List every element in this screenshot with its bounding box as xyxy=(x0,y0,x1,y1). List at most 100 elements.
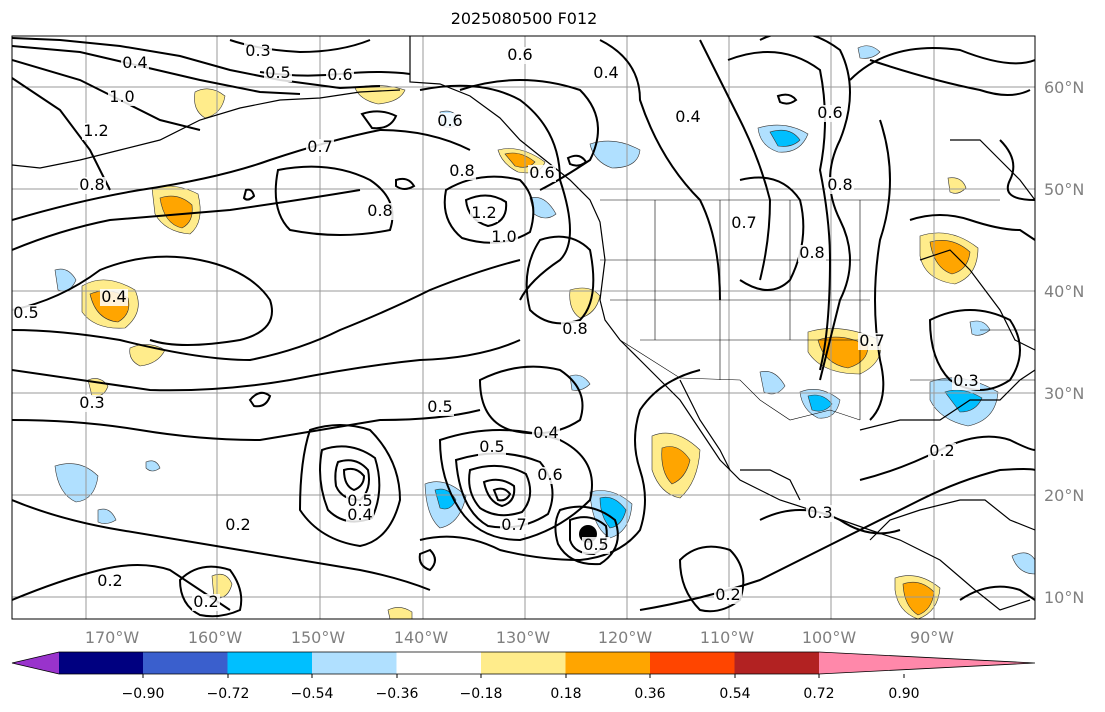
contour-label-background xyxy=(436,113,464,130)
contour-label-background xyxy=(448,163,476,180)
contour-value-label: 0.2 xyxy=(225,515,250,534)
lat-label-50: 50°N xyxy=(1044,180,1084,199)
contour-label-background xyxy=(816,105,844,122)
colorbar-segment xyxy=(227,652,313,674)
contour-label-background xyxy=(714,587,742,604)
contour-label-background xyxy=(326,67,354,84)
colorbar-extend-min xyxy=(12,652,59,674)
contour-value-label: 0.4 xyxy=(122,53,147,72)
contour-label-background xyxy=(536,467,564,484)
contour-value-label: 0.8 xyxy=(827,175,852,194)
contour-value-label: 0.6 xyxy=(437,111,462,130)
contour-value-label: 0.5 xyxy=(265,63,290,82)
contour-label-background xyxy=(82,123,110,140)
longitude-labels: 170°W 160°W 150°W 140°W 130°W 120°W 110°… xyxy=(85,628,954,647)
contour-label-background xyxy=(78,395,106,412)
contour-value-label: 0.6 xyxy=(507,45,532,64)
contour-label-background xyxy=(490,229,518,246)
colorbar-outline xyxy=(11,651,1036,675)
contour-value-label: 1.0 xyxy=(109,87,134,106)
contour-label-background xyxy=(264,65,292,82)
colorbar-segment xyxy=(734,652,820,674)
contour-value-label: 0.5 xyxy=(479,437,504,456)
contour-label-background xyxy=(952,373,980,390)
contour-label-background xyxy=(192,594,220,611)
colorbar-tick-label: −0.90 xyxy=(122,686,165,702)
contour-label-background xyxy=(366,203,394,220)
contour-value-label: 0.7 xyxy=(731,213,756,232)
contour-label-background xyxy=(798,245,826,262)
lon-label-110w: 110°W xyxy=(700,628,755,647)
colorbar-segment xyxy=(565,652,651,674)
contour-value-label: 0.8 xyxy=(449,161,474,180)
contour-value-label: 1.2 xyxy=(471,203,496,222)
colorbar-tick-label: −0.36 xyxy=(376,686,419,702)
contour-value-label: 0.6 xyxy=(529,163,554,182)
contour-value-label: 0.4 xyxy=(593,63,618,82)
contour-value-label: 0.4 xyxy=(533,423,558,442)
contour-label-background xyxy=(582,537,610,554)
contour-value-label: 1.0 xyxy=(491,227,516,246)
contour-value-label: 1.2 xyxy=(83,121,108,140)
contour-label-background xyxy=(224,517,252,534)
contour-label-background xyxy=(426,399,454,416)
contour-label-background xyxy=(928,443,956,460)
colorbar-segment xyxy=(143,652,228,674)
contour-value-label: 0.8 xyxy=(367,201,392,220)
contour-value-label: 0.6 xyxy=(327,65,352,84)
colorbar-segment xyxy=(312,652,397,674)
contour-label-background xyxy=(806,505,834,522)
contour-label-background xyxy=(78,177,106,194)
contour-label-background xyxy=(532,425,560,442)
colorbar-tick-label: −0.72 xyxy=(207,686,250,702)
contour-label-background xyxy=(528,165,556,182)
contour-value-label: 0.5 xyxy=(583,535,608,554)
contour-value-label: 0.3 xyxy=(79,393,104,412)
lon-label-90w: 90°W xyxy=(910,628,954,647)
contour-value-label: 0.4 xyxy=(675,107,700,126)
contour-label-background xyxy=(108,89,136,106)
contour-label-background xyxy=(674,109,702,126)
contour-value-label: 0.6 xyxy=(817,103,842,122)
contour-value-label: 0.7 xyxy=(859,331,884,350)
contour-value-label: 0.5 xyxy=(427,397,452,416)
contour-label-background xyxy=(858,333,886,350)
lat-label-10: 10°N xyxy=(1044,588,1084,607)
contour-value-label: 0.8 xyxy=(79,175,104,194)
contour-label-background xyxy=(826,177,854,194)
contour-value-label: 0.3 xyxy=(245,41,270,60)
contour-label-background xyxy=(96,573,124,590)
contour-value-label: 0.2 xyxy=(193,592,218,611)
contour-label-background xyxy=(561,321,589,338)
contour-value-label: 0.3 xyxy=(953,371,978,390)
contour-value-label: 0.4 xyxy=(101,287,126,306)
colorbar-tick-labels: −0.90 −0.72 −0.54 −0.36 −0.18 0.18 0.36 … xyxy=(122,686,920,702)
contour-value-label: 0.6 xyxy=(537,465,562,484)
colorbar-segment xyxy=(481,652,566,674)
lon-label-120w: 120°W xyxy=(598,628,653,647)
lat-label-20: 20°N xyxy=(1044,486,1084,505)
contour-label-background xyxy=(121,55,149,72)
map-title: 2025080500 F012 xyxy=(450,9,598,28)
colorbar-segment xyxy=(59,652,144,674)
contour-value-labels: 0.30.40.5 0.61.01.20.80.70.61.21.00.80.80… xyxy=(12,41,980,611)
contour-label-background xyxy=(306,139,334,156)
contour-label-background xyxy=(470,205,498,222)
colorbar-extend-max xyxy=(819,652,1035,674)
contour-label-background xyxy=(478,439,506,456)
colorbar-segment xyxy=(650,652,735,674)
contour-value-label: 0.8 xyxy=(799,243,824,262)
latitude-labels: 60°N 50°N 40°N 30°N 20°N 10°N xyxy=(1044,78,1084,607)
lat-label-30: 30°N xyxy=(1044,384,1084,403)
colorbar-tick-label: 0.18 xyxy=(550,686,581,702)
contour-lines xyxy=(12,36,1035,618)
lon-label-100w: 100°W xyxy=(802,628,857,647)
contour-label-background xyxy=(244,43,272,60)
contour-value-label: 0.7 xyxy=(307,137,332,156)
colorbar-tick-label: 0.54 xyxy=(719,686,750,702)
lon-label-160w: 160°W xyxy=(188,628,243,647)
contour-value-label: 0.2 xyxy=(97,571,122,590)
contour-value-label: 0.3 xyxy=(807,503,832,522)
colorbar-tick-label: −0.18 xyxy=(460,686,503,702)
